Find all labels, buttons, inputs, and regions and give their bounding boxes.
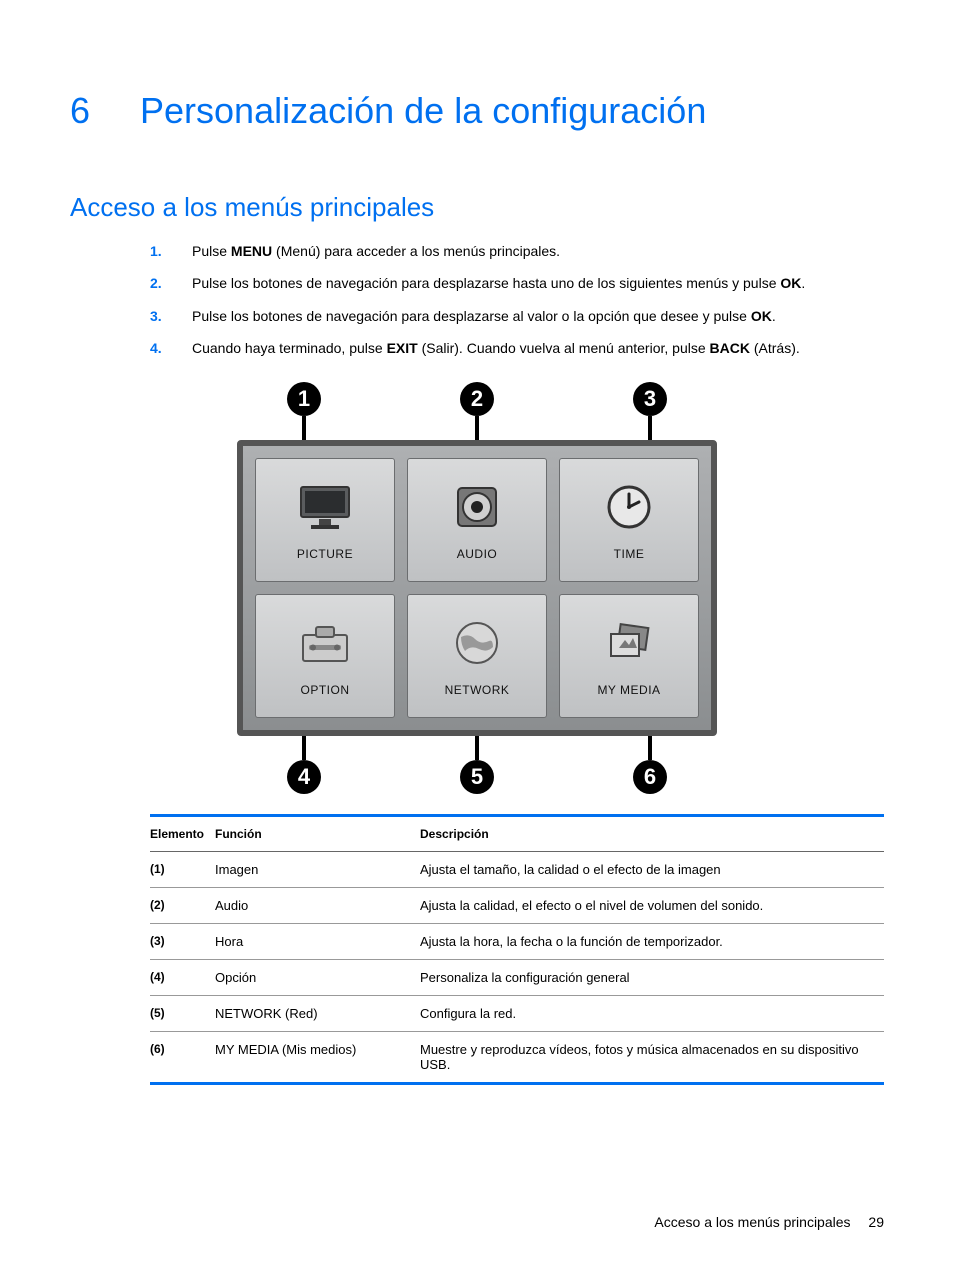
- menu-tile-picture[interactable]: PICTURE: [255, 458, 395, 582]
- tile-label: TIME: [614, 547, 645, 561]
- media-icon: [601, 615, 657, 671]
- page-number: 29: [868, 1214, 884, 1230]
- tile-label: OPTION: [300, 683, 349, 697]
- tile-label: NETWORK: [445, 683, 510, 697]
- callout: 4: [287, 736, 321, 794]
- step-item: Pulse los botones de navegación para des…: [150, 306, 884, 326]
- callout-badge: 2: [460, 382, 494, 416]
- chapter-number: 6: [70, 90, 140, 132]
- chapter-heading: 6 Personalización de la configuración: [70, 90, 884, 132]
- menu-tile-mymedia[interactable]: MY MEDIA: [559, 594, 699, 718]
- table-row: (4)OpciónPersonaliza la configuración ge…: [150, 960, 884, 996]
- callout: 6: [633, 736, 667, 794]
- menu-tile-audio[interactable]: AUDIO: [407, 458, 547, 582]
- th-funcion: Función: [215, 816, 420, 852]
- tile-label: MY MEDIA: [597, 683, 660, 697]
- callout: 1: [287, 382, 321, 440]
- table-row: (1)ImagenAjusta el tamaño, la calidad o …: [150, 852, 884, 888]
- step-item: Cuando haya terminado, pulse EXIT (Salir…: [150, 338, 884, 358]
- clock-icon: [601, 479, 657, 535]
- chapter-title: Personalización de la configuración: [140, 90, 706, 132]
- monitor-icon: [297, 479, 353, 535]
- menu-tile-option[interactable]: OPTION: [255, 594, 395, 718]
- toolbox-icon: [297, 615, 353, 671]
- callout-badge: 1: [287, 382, 321, 416]
- menu-panel: PICTURE AUDIO TIME OPTION: [237, 440, 717, 736]
- callout: 3: [633, 382, 667, 440]
- menu-tile-time[interactable]: TIME: [559, 458, 699, 582]
- callout: 5: [460, 736, 494, 794]
- step-item: Pulse los botones de navegación para des…: [150, 273, 884, 293]
- th-descripcion: Descripción: [420, 816, 884, 852]
- callout-badge: 4: [287, 760, 321, 794]
- callout-badge: 3: [633, 382, 667, 416]
- table-row: (6)MY MEDIA (Mis medios)Muestre y reprod…: [150, 1032, 884, 1084]
- tile-label: PICTURE: [297, 547, 353, 561]
- table-row: (5)NETWORK (Red)Configura la red.: [150, 996, 884, 1032]
- callouts-bottom: 4 5 6: [237, 736, 717, 794]
- callout-badge: 6: [633, 760, 667, 794]
- footer-text: Acceso a los menús principales: [654, 1214, 850, 1230]
- speaker-icon: [449, 479, 505, 535]
- menu-tile-network[interactable]: NETWORK: [407, 594, 547, 718]
- page-footer: Acceso a los menús principales 29: [654, 1214, 884, 1230]
- steps-list: Pulse MENU (Menú) para acceder a los men…: [70, 241, 884, 358]
- section-title: Acceso a los menús principales: [70, 192, 884, 223]
- callout-badge: 5: [460, 760, 494, 794]
- th-elemento: Elemento: [150, 816, 215, 852]
- menu-diagram: 1 2 3 PICTURE AUDIO TIME: [237, 382, 717, 794]
- globe-icon: [449, 615, 505, 671]
- table-row: (2)AudioAjusta la calidad, el efecto o e…: [150, 888, 884, 924]
- reference-table: Elemento Función Descripción (1)ImagenAj…: [150, 814, 884, 1085]
- callouts-top: 1 2 3: [237, 382, 717, 440]
- callout: 2: [460, 382, 494, 440]
- tile-label: AUDIO: [457, 547, 498, 561]
- step-item: Pulse MENU (Menú) para acceder a los men…: [150, 241, 884, 261]
- table-row: (3)HoraAjusta la hora, la fecha o la fun…: [150, 924, 884, 960]
